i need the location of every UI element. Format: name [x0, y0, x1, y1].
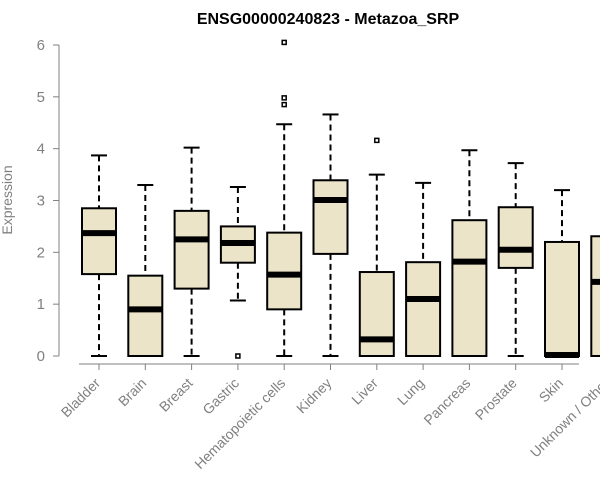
y-tick-label: 1 [37, 296, 45, 313]
x-tick-label: Lung [394, 375, 427, 408]
outlier-point [374, 137, 380, 144]
box-group [312, 113, 349, 357]
x-tick-label: Gastric [199, 375, 242, 418]
iqr-box [127, 274, 164, 357]
x-tick-label: Liver [348, 375, 381, 408]
y-tick-label: 3 [37, 193, 45, 210]
y-tick-label: 0 [37, 348, 45, 365]
box-group [590, 235, 600, 357]
x-tick-label: Breast [156, 375, 196, 415]
y-tick-label: 4 [37, 141, 45, 158]
box-group [81, 154, 117, 357]
x-tick-label: Brain [115, 375, 149, 409]
outlier-point [235, 353, 241, 359]
boxes [81, 39, 600, 359]
box-group [127, 183, 164, 357]
iqr-box [266, 231, 303, 311]
box-group [173, 146, 210, 357]
box-group [405, 181, 442, 358]
iqr-box [358, 271, 395, 357]
y-tick-label: 2 [37, 244, 45, 261]
box-group [219, 186, 256, 359]
y-ticks: 0 1 2 3 4 5 6 [37, 37, 59, 365]
outlier-point [281, 95, 287, 101]
iqr-box [312, 179, 349, 255]
chart-title: ENSG00000240823 - Metazoa_SRP [197, 11, 460, 28]
box-group [451, 149, 488, 357]
x-tick-label: Hematopoietic cells [191, 375, 288, 472]
x-tick-label: Pancreas [420, 375, 473, 428]
iqr-box [544, 240, 580, 357]
iqr-box [590, 235, 600, 357]
outlier-point [281, 101, 287, 108]
iqr-box [497, 206, 534, 269]
iqr-box [173, 209, 210, 290]
x-tick-label: Bladder [58, 375, 104, 421]
iqr-box [81, 207, 117, 276]
box-group [266, 39, 303, 357]
box-group [544, 189, 580, 358]
x-tick-label: Prostate [472, 375, 520, 423]
y-axis-label: Expression [0, 165, 15, 234]
iqr-box [405, 261, 442, 358]
y-tick-label: 5 [37, 89, 45, 106]
box-group [497, 162, 534, 357]
outlier-point [281, 39, 287, 46]
iqr-box [451, 219, 488, 357]
box-group [358, 137, 395, 357]
x-tick-label: Skin [536, 375, 567, 406]
y-tick-label: 6 [37, 37, 45, 54]
x-tick-label: Kidney [293, 375, 335, 417]
